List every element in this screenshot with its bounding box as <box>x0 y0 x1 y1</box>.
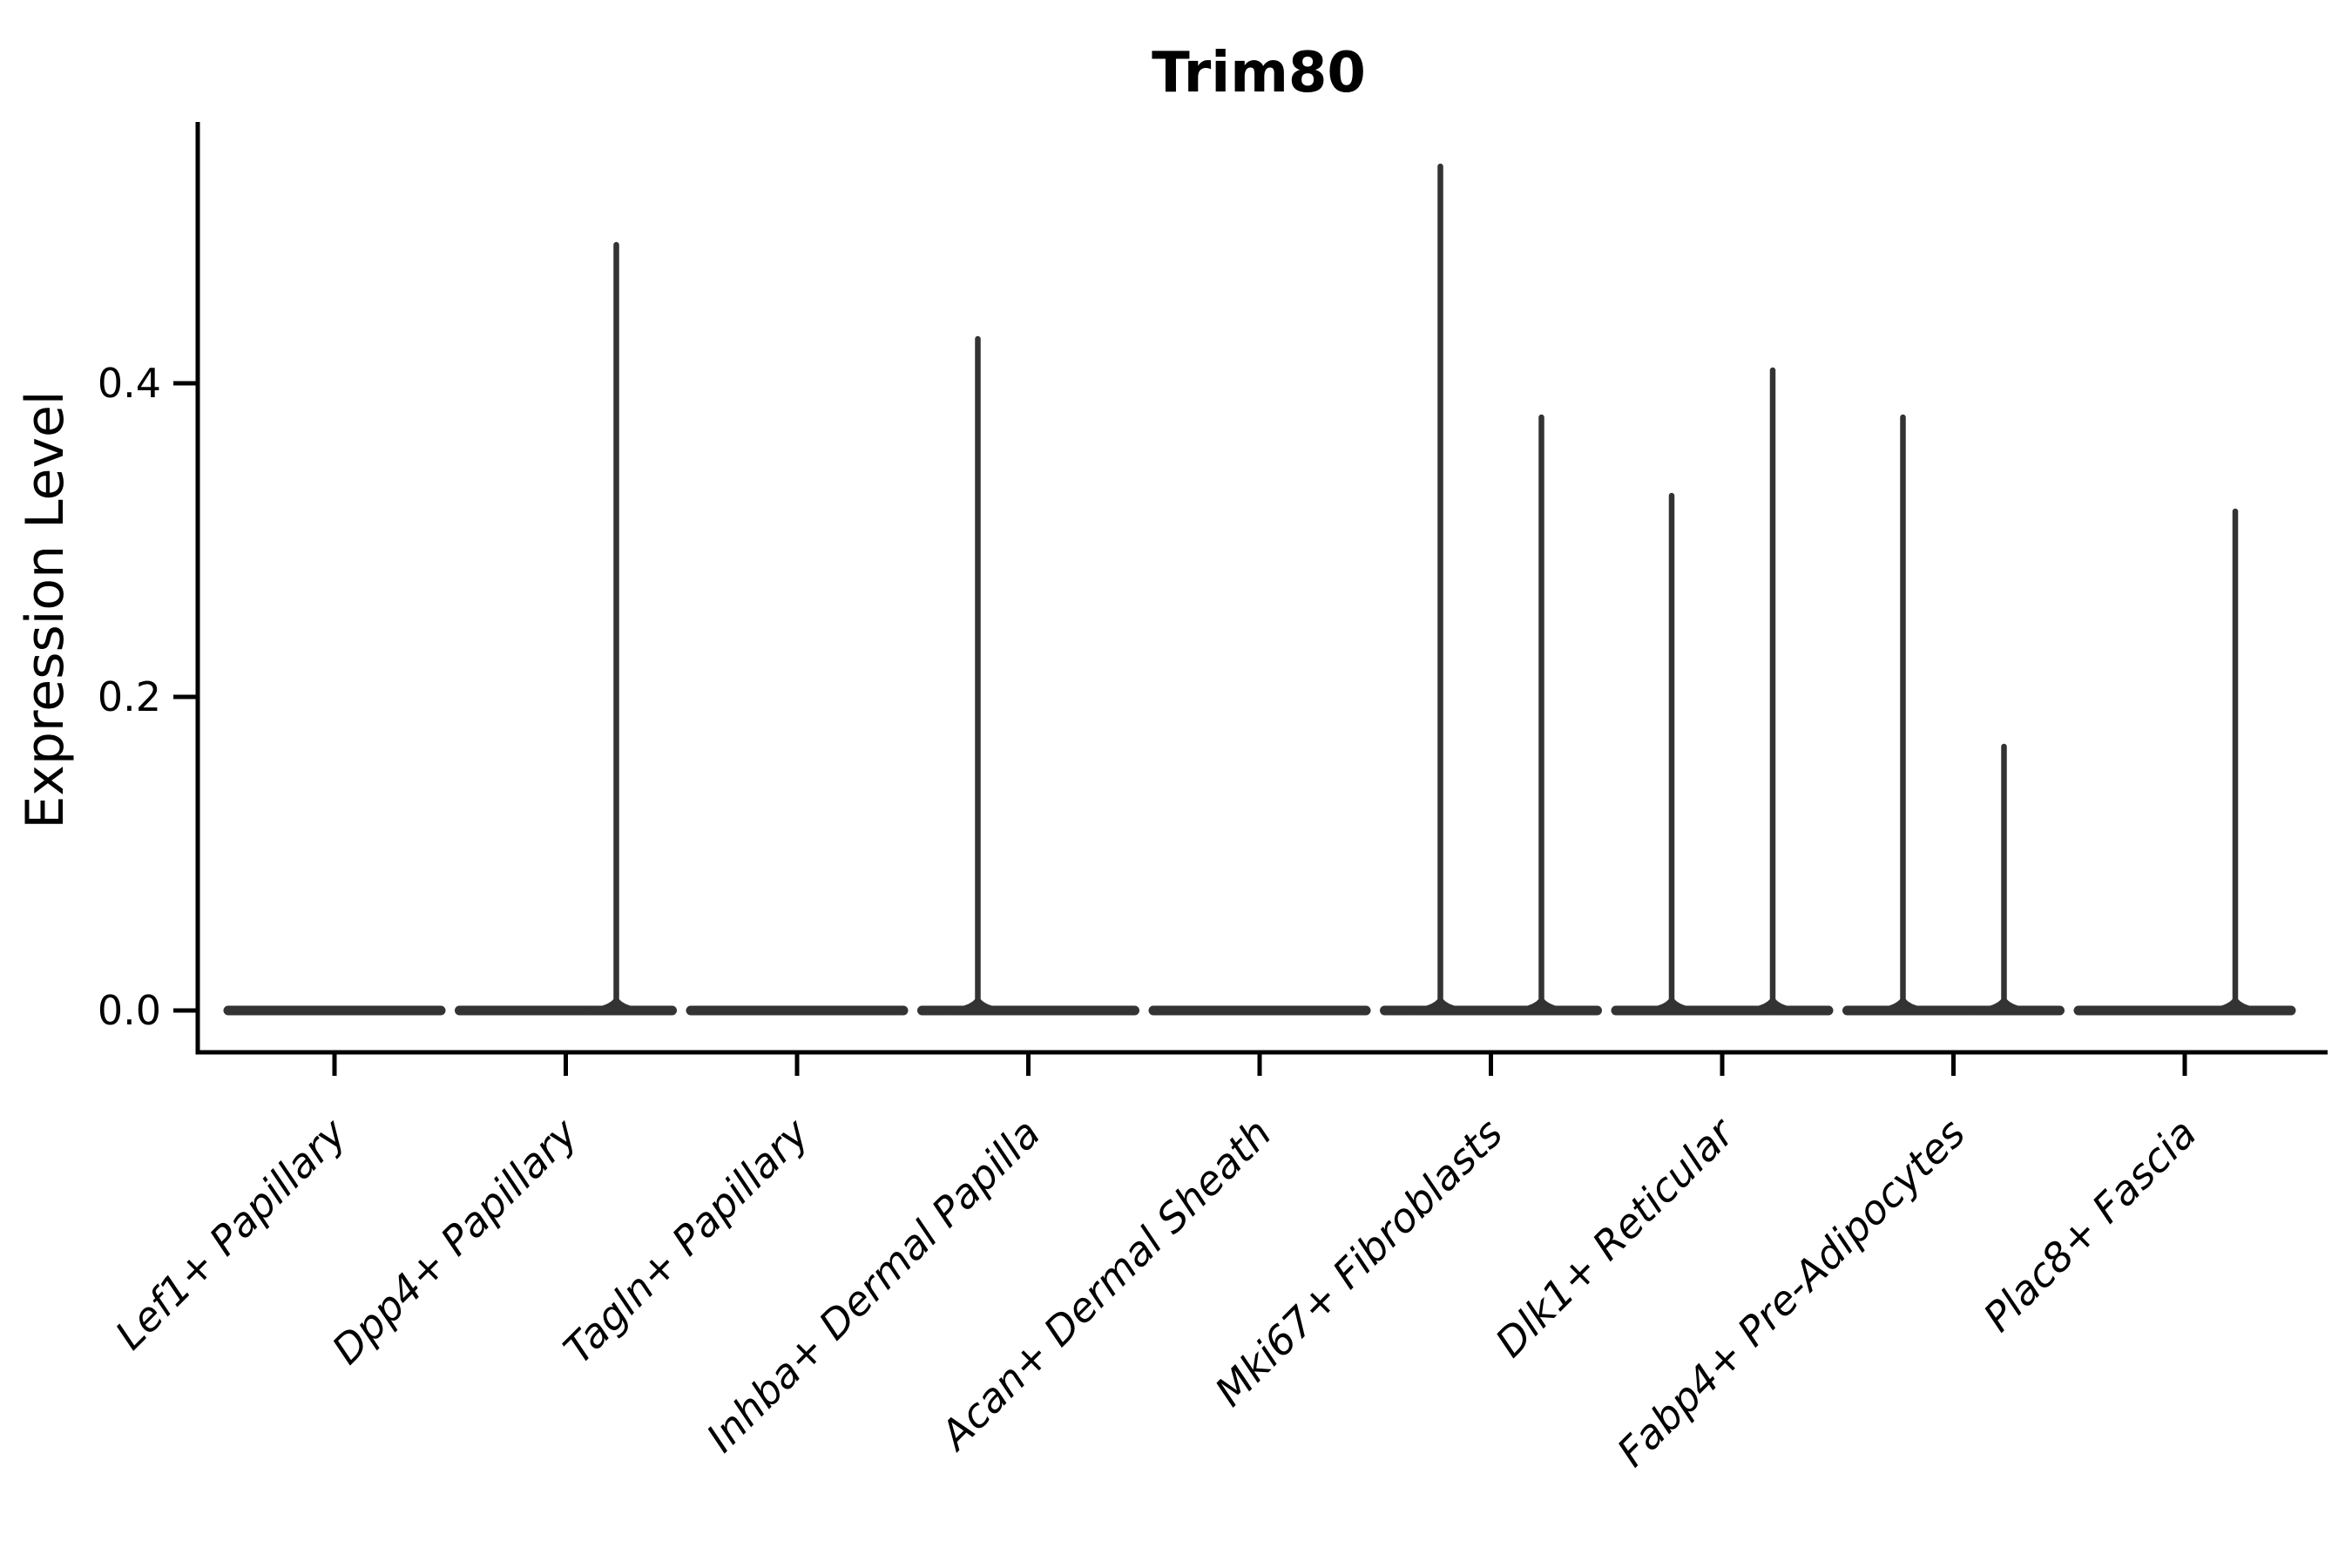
violin-spike-flare <box>1869 999 1936 1009</box>
violin-spike-flare <box>1508 999 1575 1009</box>
violin-spike-flare <box>1740 999 1806 1009</box>
x-tick-label: Lef1+ Papillary <box>106 1109 355 1358</box>
y-tick-label: 0.0 <box>98 987 161 1034</box>
x-tick-label: Dpp4+ Papillary <box>323 1109 587 1373</box>
violins-layer <box>223 163 2296 1016</box>
x-tick-label: Plac8+ Fascia <box>1974 1110 2205 1341</box>
y-tick-label: 0.4 <box>98 360 161 407</box>
violin-spike-flare <box>1639 999 1705 1009</box>
violin-spike-flare <box>1970 999 2038 1009</box>
violin-spike-flare <box>944 999 1011 1009</box>
violin-spike-flare <box>1407 999 1474 1009</box>
x-tick-label: Dlk1+ Reticular <box>1486 1107 1745 1366</box>
chart-title: Trim80 <box>1152 41 1366 105</box>
x-tick-label: Tagln+ Papillary <box>554 1109 818 1373</box>
violin-spike-flare <box>2202 999 2268 1009</box>
violin-spike-flare <box>583 999 650 1009</box>
y-tick-label: 0.2 <box>98 673 161 720</box>
y-axis-label: Expression Level <box>15 390 76 828</box>
